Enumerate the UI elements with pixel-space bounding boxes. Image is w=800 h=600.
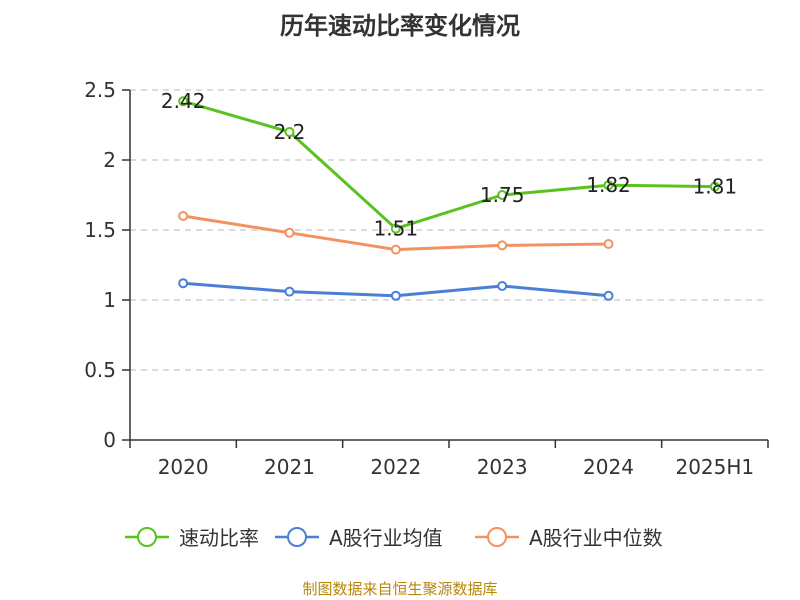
x-tick-label: 2022 <box>370 455 421 479</box>
data-point[interactable] <box>497 281 508 291</box>
data-point[interactable] <box>178 278 189 289</box>
data-point[interactable] <box>603 180 614 191</box>
data-point[interactable] <box>284 286 295 297</box>
data-point[interactable] <box>284 227 295 238</box>
data-point[interactable] <box>390 223 401 234</box>
data-label: 1.51 <box>374 217 419 241</box>
data-point[interactable] <box>178 96 189 107</box>
data-label: 1.75 <box>480 183 525 207</box>
source-note: 制图数据来自恒生聚源数据库 <box>302 580 497 598</box>
data-point[interactable] <box>603 239 614 249</box>
series-line <box>182 99 715 231</box>
data-label: 2.42 <box>161 89 206 113</box>
data-point[interactable] <box>603 290 614 301</box>
legend-marker <box>487 527 507 547</box>
data-point[interactable] <box>284 127 295 137</box>
legend-item[interactable]: A股行业均值 <box>275 526 443 550</box>
series-0: 2.42 2.2 1.51 1.75 1.82 1.81 <box>161 89 737 240</box>
x-tick-label: 2020 <box>158 455 209 479</box>
series-lines: 2.42 2.2 1.51 1.75 1.82 1.81 <box>161 89 737 301</box>
data-point[interactable] <box>497 240 508 251</box>
legend-item[interactable]: 速动比率 <box>125 526 259 550</box>
data-point[interactable] <box>390 244 401 255</box>
legend-label: A股行业中位数 <box>529 526 663 550</box>
chart-title: 历年速动比率变化情况 <box>280 12 520 40</box>
legend-label: A股行业均值 <box>329 526 443 550</box>
data-label: 1.82 <box>586 173 631 197</box>
legend[interactable]: 速动比率 A股行业均值 A股行业中位数 <box>125 526 663 550</box>
x-tick-label: 2021 <box>264 455 315 479</box>
y-tick-label: 0 <box>103 428 116 452</box>
y-tick-label: 1.5 <box>84 218 116 242</box>
legend-marker <box>287 527 307 547</box>
legend-item[interactable]: A股行业中位数 <box>475 526 663 550</box>
legend-label: 速动比率 <box>179 526 259 550</box>
y-tick-label: 1 <box>103 288 116 312</box>
x-tick-label: 2023 <box>477 455 528 479</box>
x-tick-label: 2024 <box>583 455 634 479</box>
data-point[interactable] <box>178 211 189 221</box>
y-tick-label: 2.5 <box>84 78 116 102</box>
data-point[interactable] <box>390 290 401 301</box>
data-label: 2.2 <box>274 120 306 144</box>
y-tick-label: 2 <box>103 148 116 172</box>
y-tick-label: 0.5 <box>84 358 116 382</box>
legend-marker <box>137 527 157 547</box>
grid-lines <box>130 89 768 371</box>
axes: 0 0.5 1 1.5 2 2.5 2020 2021 2022 2023 2024 2025H1 <box>84 78 769 479</box>
series-1 <box>178 278 614 301</box>
data-point[interactable] <box>709 181 720 192</box>
data-point[interactable] <box>497 190 508 200</box>
x-tick-label: 2025H1 <box>675 455 754 479</box>
data-label: 1.81 <box>693 175 738 199</box>
series-2 <box>178 211 614 255</box>
